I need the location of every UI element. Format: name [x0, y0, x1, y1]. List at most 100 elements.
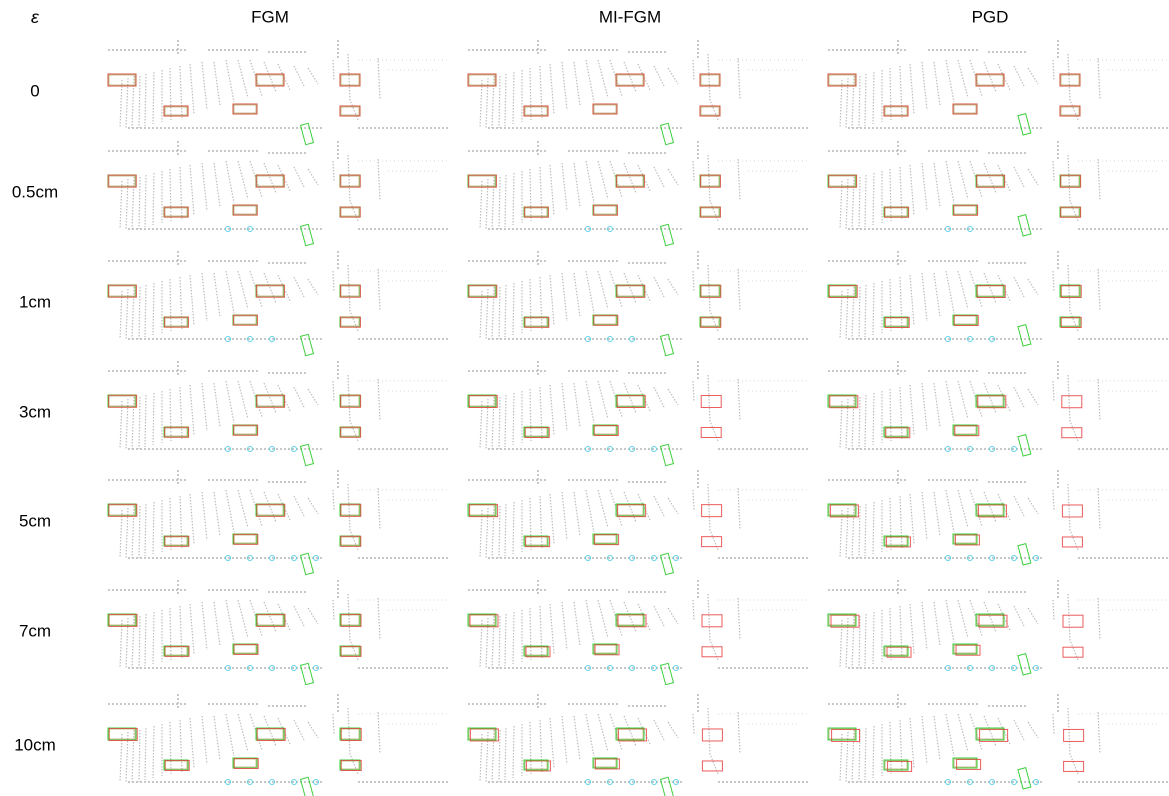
- gt-box: [700, 74, 720, 86]
- point-cloud-cell: [468, 580, 808, 685]
- point-cloud-cell: [828, 361, 1168, 456]
- far-box: [661, 777, 674, 796]
- column-title: PGD: [972, 7, 1009, 26]
- overlap-box: [165, 647, 187, 655]
- point-cloud: [108, 251, 448, 339]
- overlap-box: [1061, 318, 1079, 326]
- overlap-box: [885, 107, 907, 115]
- gt-box: [340, 207, 360, 217]
- gt-box: [700, 285, 720, 297]
- far-box: [1018, 435, 1031, 456]
- overlap-box: [525, 537, 547, 545]
- overlap-box: [341, 176, 359, 186]
- far-box: [301, 224, 314, 245]
- point-cloud-cell: [108, 40, 448, 145]
- pred-box: [1064, 761, 1084, 771]
- gt-box: [340, 427, 360, 437]
- overlap-box: [701, 208, 719, 216]
- overlap-box: [885, 428, 907, 436]
- pred-box: [702, 761, 722, 771]
- point-cloud: [468, 580, 808, 668]
- pred-box: [164, 106, 188, 116]
- far-box: [301, 334, 314, 355]
- overlap-box: [954, 105, 976, 113]
- gt-box: [524, 106, 548, 116]
- pred-box: [469, 285, 497, 297]
- gt-box: [340, 504, 360, 516]
- point-cloud-cell: [108, 141, 448, 246]
- overlap-box: [1061, 286, 1079, 296]
- row-label: 0.5cm: [12, 182, 58, 201]
- point-cloud: [828, 361, 1168, 449]
- gt-box: [233, 315, 257, 325]
- gt-box: [340, 395, 360, 407]
- gt-box: [700, 207, 720, 217]
- gt-box: [164, 536, 188, 546]
- gt-box: [164, 760, 188, 770]
- gt-box: [884, 106, 908, 116]
- pred-box: [1062, 505, 1082, 517]
- pred-box: [702, 647, 722, 657]
- gt-box: [1060, 317, 1080, 327]
- overlap-box: [341, 761, 359, 769]
- gt-box: [953, 425, 977, 435]
- pred-box: [340, 285, 360, 297]
- pred-box: [256, 285, 284, 297]
- far-box: [1018, 654, 1031, 675]
- gt-box: [233, 758, 257, 768]
- overlap-box: [341, 615, 359, 625]
- overlap-box: [885, 318, 907, 326]
- gt-box: [593, 205, 617, 215]
- pred-box: [702, 505, 722, 517]
- column-title: MI-FGM: [599, 7, 661, 26]
- pred-box: [829, 175, 857, 187]
- pred-box: [1060, 74, 1080, 86]
- gt-box: [1060, 175, 1080, 187]
- pred-box: [701, 427, 721, 437]
- row-label: 7cm: [19, 621, 51, 640]
- pred-box: [257, 395, 285, 407]
- pred-box: [701, 285, 721, 297]
- gt-box: [340, 536, 360, 546]
- far-box: [301, 553, 314, 574]
- gt-box: [524, 536, 548, 546]
- overlap-box: [165, 428, 187, 436]
- overlap-box: [954, 535, 976, 543]
- pred-box: [977, 175, 1005, 187]
- overlap-box: [165, 761, 187, 769]
- pred-box: [340, 106, 360, 116]
- row-label: 5cm: [19, 511, 51, 530]
- far-box: [661, 123, 674, 144]
- far-box: [1018, 215, 1031, 236]
- pred-box: [1060, 106, 1080, 116]
- pred-box: [702, 537, 722, 547]
- gt-box: [953, 534, 977, 544]
- overlap-box: [594, 645, 616, 653]
- gt-box: [953, 104, 977, 114]
- overlap-box: [341, 75, 359, 85]
- overlap-box: [234, 206, 256, 214]
- overlap-box: [885, 647, 907, 655]
- row-label: 10cm: [14, 735, 56, 754]
- pred-box: [1061, 175, 1081, 187]
- gt-box: [233, 425, 257, 435]
- overlap-box: [885, 761, 907, 769]
- point-cloud-cell: [828, 470, 1168, 565]
- pred-box: [700, 106, 720, 116]
- gt-box: [953, 315, 977, 325]
- overlap-box: [701, 107, 719, 115]
- overlap-box: [594, 206, 616, 214]
- overlap-box: [341, 318, 359, 326]
- far-box: [301, 777, 314, 796]
- overlap-box: [341, 729, 359, 739]
- point-cloud-cell: [108, 361, 448, 466]
- point-cloud: [468, 470, 808, 558]
- far-box: [661, 224, 674, 245]
- overlap-box: [234, 426, 256, 434]
- pred-box: [884, 106, 908, 116]
- point-cloud-cell: [828, 251, 1168, 346]
- overlap-box: [701, 286, 719, 296]
- gt-box: [524, 207, 548, 217]
- gt-box: [233, 534, 257, 544]
- overlap-box: [954, 645, 976, 653]
